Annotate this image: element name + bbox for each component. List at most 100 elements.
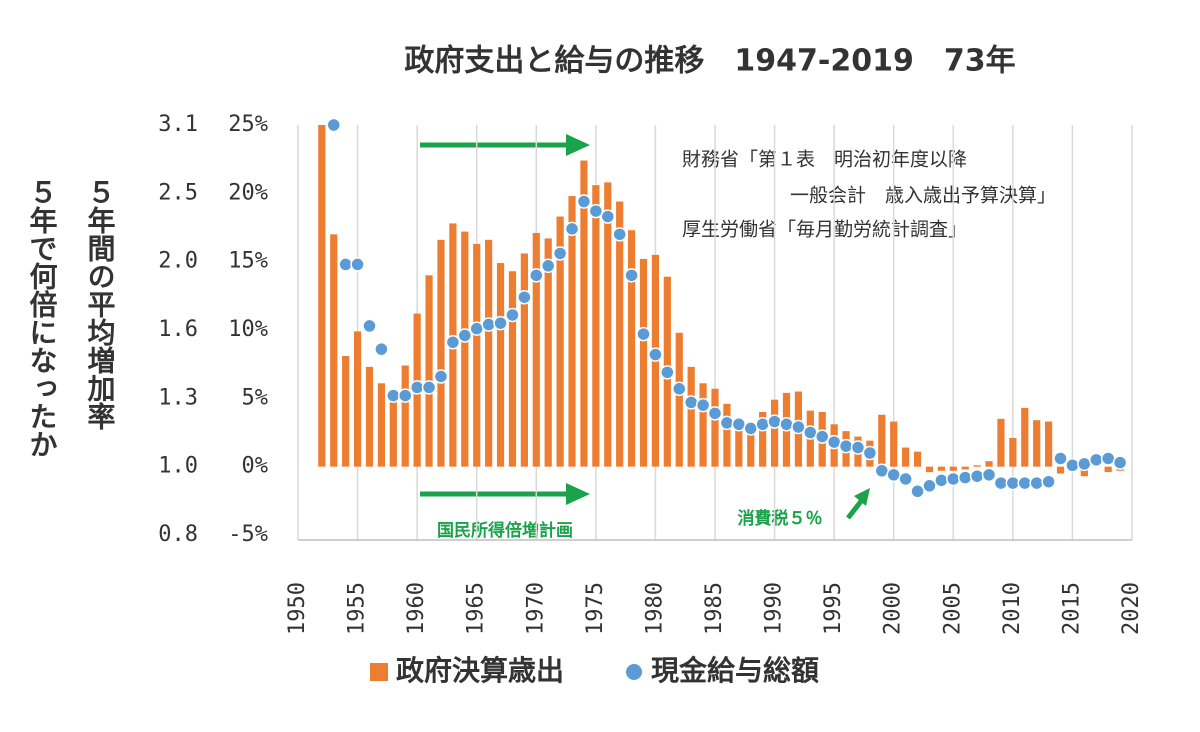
y-tick-label: 10% [228, 317, 268, 342]
bar [949, 466, 957, 471]
y-multiplier-tick-label: 1.0 [158, 454, 198, 479]
point [1089, 452, 1104, 468]
bar [544, 238, 552, 467]
bar [639, 258, 648, 467]
point [910, 484, 925, 499]
bar [902, 447, 910, 467]
y-multiplier-tick-label: 2.5 [158, 180, 198, 205]
point [529, 268, 544, 283]
point [374, 341, 389, 357]
point [576, 194, 592, 209]
bar [353, 331, 362, 467]
arrow-head [854, 488, 870, 506]
y-tick-label: 25% [228, 112, 268, 137]
bar [365, 366, 374, 467]
point [862, 445, 878, 461]
bar [532, 232, 540, 467]
source-note: 一般会計 歳入歳出予算決算」 [790, 185, 1056, 207]
point [683, 395, 699, 410]
bar [747, 425, 755, 467]
arrow [846, 498, 864, 520]
point [397, 388, 413, 403]
bar [318, 125, 326, 467]
point [612, 227, 627, 242]
point [493, 315, 508, 331]
bar [508, 271, 517, 467]
x-tick-label: 1970 [523, 582, 548, 635]
bar [401, 365, 409, 467]
point [791, 419, 806, 435]
point [362, 318, 377, 334]
point [636, 326, 651, 342]
bar [1033, 420, 1041, 467]
bar [925, 466, 934, 473]
bar [485, 239, 493, 467]
legend-label: 現金給与総額 [651, 654, 819, 687]
point [969, 468, 985, 484]
bar [496, 263, 505, 467]
x-tick-label: 1960 [404, 582, 429, 635]
bar [985, 461, 993, 467]
bar [1080, 466, 1088, 477]
bar [473, 243, 481, 467]
bar [997, 418, 1005, 467]
annotation: 国民所得倍増計画 [437, 520, 573, 541]
point [803, 425, 818, 440]
point [433, 369, 449, 384]
bar [1009, 437, 1017, 467]
point [540, 258, 556, 274]
arrow-head [566, 483, 590, 505]
y-multiplier-tick-label: 1.6 [158, 317, 198, 342]
x-tick-label: 1975 [583, 582, 608, 635]
point [719, 415, 735, 431]
bar [687, 366, 695, 467]
point [409, 380, 425, 395]
arrows [420, 134, 870, 520]
point [1100, 451, 1116, 466]
x-tick-label: 2015 [1059, 582, 1084, 635]
arrow-head [566, 134, 590, 156]
point [648, 347, 663, 362]
bar [616, 201, 624, 467]
point [1005, 475, 1021, 491]
point [672, 381, 687, 397]
bar [377, 383, 385, 467]
x-tick-label: 1990 [762, 582, 787, 635]
annotation: 消費税５％ [738, 508, 823, 529]
y-tick-label: -5% [228, 522, 268, 547]
bar [937, 466, 945, 471]
point [1077, 456, 1092, 472]
bar [675, 332, 683, 467]
point [600, 209, 616, 224]
point [660, 365, 675, 380]
y-multiplier-axis-label: ５年で何倍になったか [26, 178, 59, 458]
bar [461, 231, 469, 467]
y-tick-label: 0% [242, 454, 269, 479]
y-multiplier-tick-label: 3.1 [158, 112, 198, 137]
bar [913, 451, 922, 467]
x-tick-label: 1955 [345, 582, 370, 635]
point [1053, 451, 1068, 466]
x-tick-label: 1985 [702, 582, 727, 635]
x-tick-label: 1950 [285, 582, 310, 635]
bar [425, 275, 433, 467]
point [886, 467, 901, 483]
point [922, 478, 937, 494]
point [457, 328, 473, 343]
bar [568, 196, 576, 467]
point [350, 257, 365, 272]
point [838, 438, 854, 454]
source-note: 財務省「第１表 明治初年度以降 [682, 149, 967, 171]
point [946, 471, 961, 487]
point [481, 317, 496, 332]
point [731, 417, 747, 432]
bar [961, 466, 969, 470]
point [421, 380, 437, 395]
legend-swatch [370, 663, 388, 681]
point [1041, 474, 1056, 489]
bar [592, 185, 600, 467]
legend-label: 政府決算歳出 [396, 654, 564, 687]
point [1017, 475, 1033, 491]
bar [770, 399, 779, 467]
